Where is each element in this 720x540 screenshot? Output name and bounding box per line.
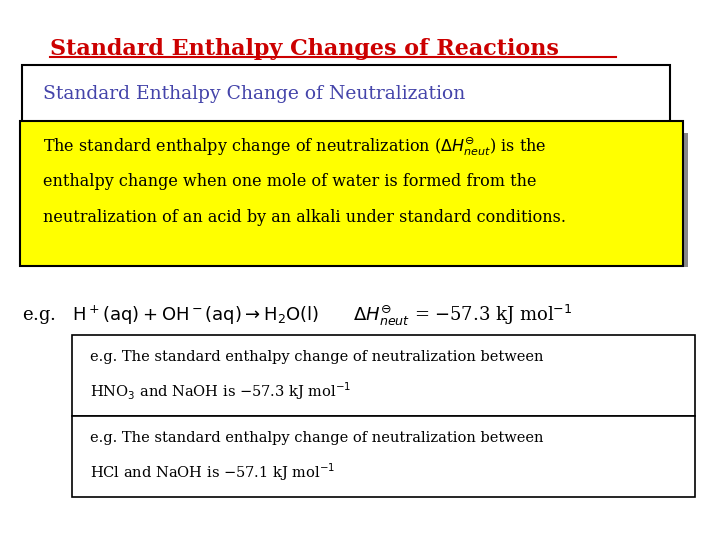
Text: e.g.   $\mathrm{H^+(aq) + OH^-(aq) \rightarrow H_2O(l)}$      $\Delta H^{\ominus: e.g. $\mathrm{H^+(aq) + OH^-(aq) \righta… (22, 303, 572, 328)
Text: e.g. The standard enthalpy change of neutralization between: e.g. The standard enthalpy change of neu… (90, 431, 544, 446)
Text: Standard Enthalpy Changes of Reactions: Standard Enthalpy Changes of Reactions (50, 38, 559, 60)
Text: The standard enthalpy change of neutralization ($\Delta H^{\ominus}_{neut}$) is : The standard enthalpy change of neutrali… (43, 136, 546, 158)
FancyBboxPatch shape (20, 121, 683, 266)
Text: HNO$_3$ and NaOH is $-$57.3 kJ mol$^{-1}$: HNO$_3$ and NaOH is $-$57.3 kJ mol$^{-1}… (90, 381, 351, 402)
FancyBboxPatch shape (40, 133, 688, 267)
Text: neutralization of an acid by an alkali under standard conditions.: neutralization of an acid by an alkali u… (43, 208, 566, 226)
FancyBboxPatch shape (72, 335, 695, 416)
Text: Standard Enthalpy Change of Neutralization: Standard Enthalpy Change of Neutralizati… (43, 85, 465, 103)
FancyBboxPatch shape (72, 416, 695, 497)
Text: HCl and NaOH is $-$57.1 kJ mol$^{-1}$: HCl and NaOH is $-$57.1 kJ mol$^{-1}$ (90, 462, 336, 483)
Text: e.g. The standard enthalpy change of neutralization between: e.g. The standard enthalpy change of neu… (90, 350, 544, 365)
FancyBboxPatch shape (22, 65, 670, 127)
Text: enthalpy change when one mole of water is formed from the: enthalpy change when one mole of water i… (43, 173, 536, 191)
